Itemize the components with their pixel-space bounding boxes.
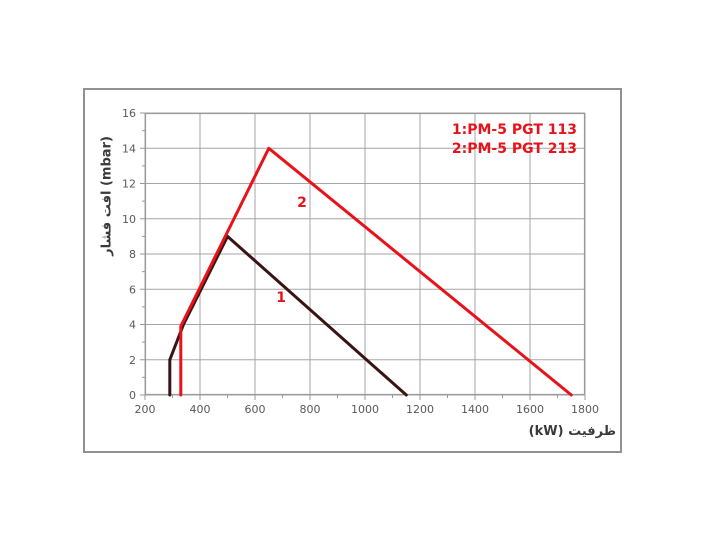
x-tick-label: 800	[300, 403, 321, 416]
x-tick-label: 1600	[516, 403, 544, 416]
y-tick-label: 14	[122, 142, 136, 155]
plot-border	[144, 112, 586, 396]
x-tick-label: 1000	[351, 403, 379, 416]
legend-entry-2: 2:PM-5 PGT 213	[451, 141, 577, 157]
x-tick-label: 400	[190, 403, 211, 416]
x-tick-label: 1400	[461, 403, 489, 416]
y-tick-label: 8	[129, 248, 136, 261]
y-tick-label: 6	[129, 283, 136, 296]
x-tick-label: 1800	[571, 403, 599, 416]
y-tick-label: 10	[122, 213, 136, 226]
legend: 1:PM-5 PGT 113 2:PM-5 PGT 213	[452, 121, 577, 159]
series-line-1	[168, 234, 408, 397]
plot-svg: 200 400 600 800 1000 1200 1400 1600 1800 0 2 4 6 8 10 1…	[122, 107, 599, 416]
legend-entry-1: 1:PM-5 PGT 113	[451, 122, 577, 138]
plot-area: 200 400 600 800 1000 1200 1400 1600 1800 0 2 4 6 8 10 1…	[122, 107, 599, 416]
x-tick-label: 200	[135, 403, 156, 416]
chart-frame	[83, 88, 622, 453]
y-tick-label: 0	[129, 389, 136, 402]
series-1-curve-label: 1	[276, 290, 286, 307]
y-axis-title: افت فشار (mbar)	[99, 136, 115, 256]
y-tick-label: 12	[122, 178, 136, 191]
y-tick-label: 2	[129, 354, 136, 367]
y-tick-label: 16	[122, 107, 136, 120]
x-tick-label: 1200	[406, 403, 434, 416]
series-line-2	[179, 146, 573, 397]
x-tick-label: 600	[245, 403, 266, 416]
x-axis-title: ظرفیت (kW)	[528, 424, 616, 439]
y-tick-label: 4	[129, 319, 136, 332]
series-2-curve-label: 2	[297, 194, 307, 211]
